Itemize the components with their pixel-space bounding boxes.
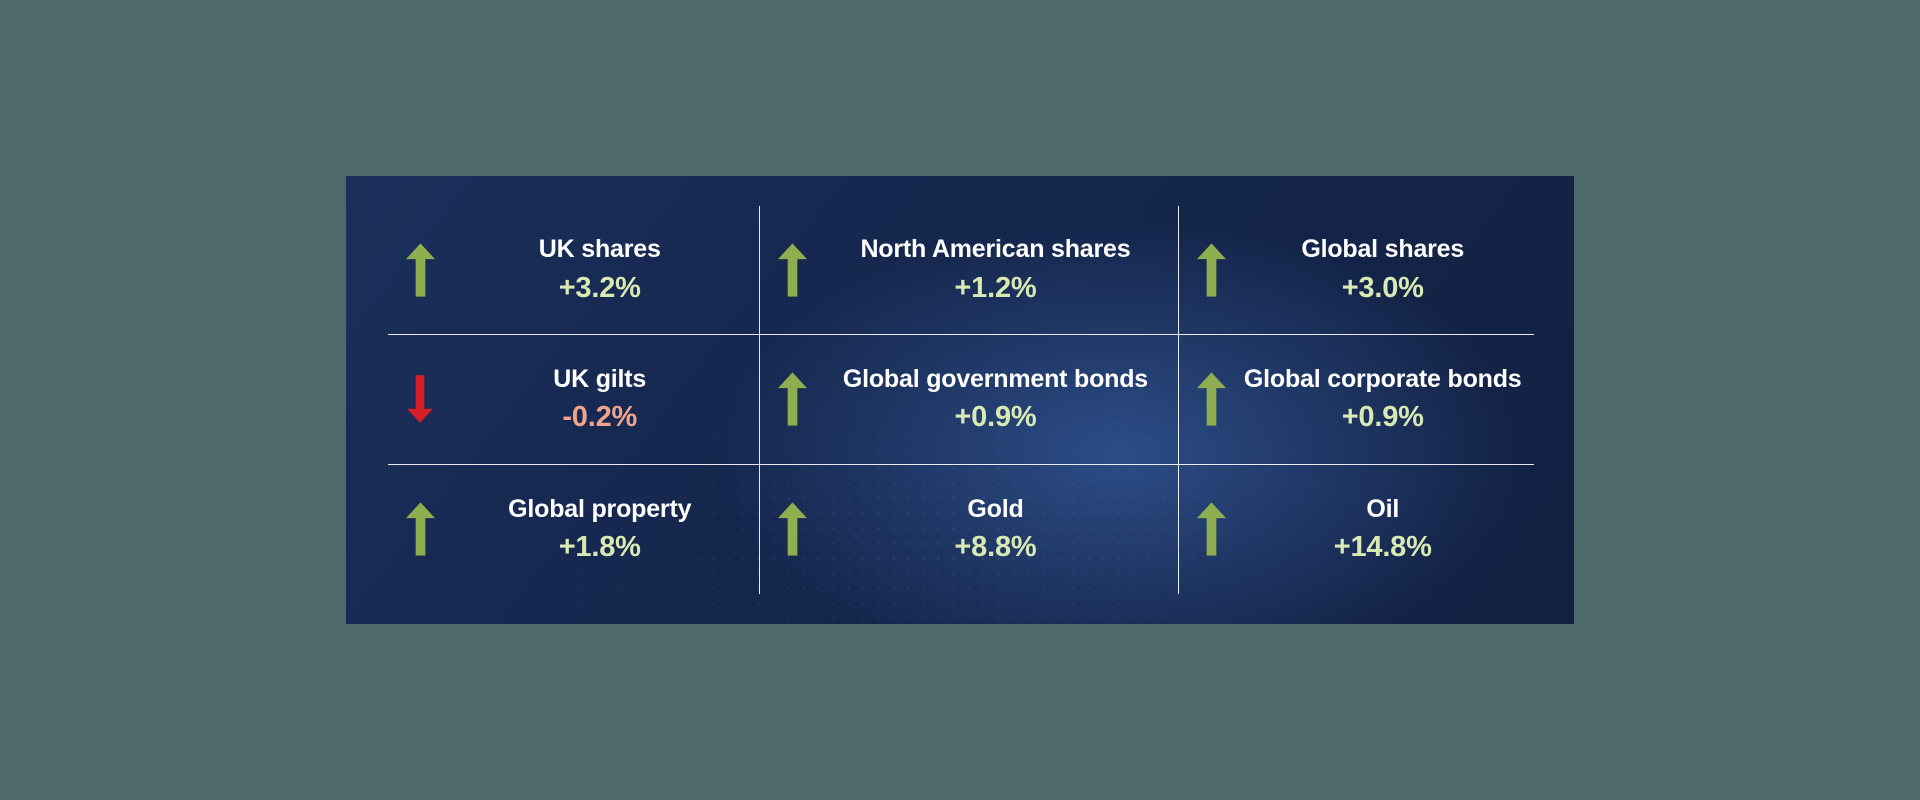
market-cell: UK gilts -0.2%	[388, 335, 761, 465]
asset-value: +0.9%	[954, 401, 1037, 434]
up-arrow-icon	[405, 243, 435, 297]
asset-value: +8.8%	[954, 531, 1037, 564]
arrow-container	[1185, 371, 1237, 427]
market-grid: UK shares +3.2% North American shares +1…	[388, 206, 1534, 594]
cell-text: UK shares +3.2%	[446, 235, 753, 305]
arrow-container	[766, 242, 818, 298]
arrow-container	[766, 371, 818, 427]
asset-value: +3.0%	[1341, 272, 1424, 305]
up-arrow-icon	[777, 372, 807, 427]
up-arrow-icon	[1196, 243, 1226, 297]
asset-label: Oil	[1366, 494, 1400, 523]
market-cell: Global corporate bonds +0.9%	[1179, 335, 1534, 465]
asset-value: +1.8%	[558, 531, 641, 564]
asset-value: +0.9%	[1341, 401, 1424, 434]
market-cell: Global government bonds +0.9%	[760, 335, 1180, 465]
asset-value: +3.2%	[558, 272, 641, 305]
asset-label: Global shares	[1301, 235, 1465, 264]
asset-label: Global property	[508, 494, 692, 523]
up-arrow-icon	[1196, 502, 1226, 556]
up-arrow-icon	[777, 502, 807, 556]
asset-label: Gold	[967, 494, 1024, 523]
down-arrow-icon	[407, 375, 433, 424]
asset-label: Global corporate bonds	[1243, 364, 1522, 393]
cell-text: Global corporate bonds +0.9%	[1237, 365, 1528, 435]
cell-text: Global shares +3.0%	[1237, 235, 1528, 305]
arrow-container	[1185, 242, 1237, 298]
asset-label: UK shares	[538, 235, 661, 264]
market-cell: Global shares +3.0%	[1179, 206, 1534, 336]
cell-text: Global property +1.8%	[446, 495, 753, 565]
cell-text: UK gilts -0.2%	[446, 365, 753, 435]
market-cell: North American shares +1.2%	[760, 206, 1180, 336]
market-cell: Gold +8.8%	[760, 464, 1180, 594]
asset-value: +14.8%	[1333, 531, 1432, 564]
asset-value: -0.2%	[562, 401, 638, 434]
asset-label: Global government bonds	[842, 364, 1149, 393]
asset-value: +1.2%	[954, 272, 1037, 305]
up-arrow-icon	[405, 502, 435, 556]
market-cell: UK shares +3.2%	[388, 206, 761, 336]
up-arrow-icon	[777, 243, 807, 297]
asset-label: UK gilts	[553, 364, 647, 393]
arrow-container	[394, 501, 446, 557]
arrow-container	[1185, 501, 1237, 557]
arrow-container	[394, 374, 446, 424]
market-cell: Global property +1.8%	[388, 464, 761, 594]
arrow-container	[394, 242, 446, 298]
cell-text: Gold +8.8%	[818, 495, 1172, 565]
market-cell: Oil +14.8%	[1179, 465, 1534, 594]
arrow-container	[766, 501, 818, 557]
cell-text: Global government bonds +0.9%	[818, 365, 1172, 435]
market-performance-panel: UK shares +3.2% North American shares +1…	[346, 176, 1574, 624]
cell-text: North American shares +1.2%	[818, 235, 1172, 305]
cell-text: Oil +14.8%	[1237, 495, 1528, 565]
asset-label: North American shares	[860, 235, 1131, 264]
up-arrow-icon	[1196, 372, 1226, 427]
